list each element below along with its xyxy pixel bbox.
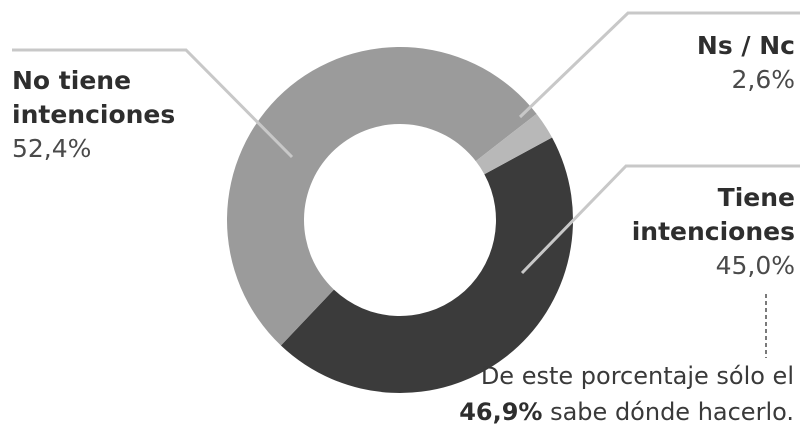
label-tiene-intenciones: Tiene intenciones 45,0% <box>632 181 795 283</box>
annotation-line2-rest: sabe dónde hacerlo. <box>542 398 794 426</box>
label-ns-nc-pct: 2,6% <box>731 65 795 94</box>
annotation-highlight: 46,9% <box>459 398 543 426</box>
leader-lines <box>12 11 800 358</box>
leader-line-ns-nc <box>518 11 800 119</box>
leader-line-no-tiene <box>12 48 294 159</box>
label-ns-nc: Ns / Nc 2,6% <box>697 29 795 97</box>
label-no-tiene-pct: 52,4% <box>12 134 92 163</box>
label-tiene-line2: intenciones <box>631 217 795 246</box>
slice-ns-nc <box>475 113 553 175</box>
label-ns-nc-title: Ns / Nc <box>696 31 795 60</box>
donut-slices <box>226 46 573 393</box>
label-tiene-pct: 45,0% <box>715 251 795 280</box>
leader-line-tiene <box>520 164 800 275</box>
annotation-note: De este porcentaje sólo el 46,9% sabe dó… <box>459 358 794 430</box>
slice-no-tiene <box>226 46 537 346</box>
annotation-line1: De este porcentaje sólo el <box>480 362 794 390</box>
label-tiene-line1: Tiene <box>717 183 795 212</box>
label-no-tiene-line2: intenciones <box>12 100 176 129</box>
slice-tiene <box>280 137 573 393</box>
annotation-line2: 46,9% sabe dónde hacerlo. <box>459 394 794 430</box>
label-no-tiene-intenciones: No tiene intenciones 52,4% <box>12 64 175 166</box>
label-no-tiene-line1: No tiene <box>12 66 132 95</box>
